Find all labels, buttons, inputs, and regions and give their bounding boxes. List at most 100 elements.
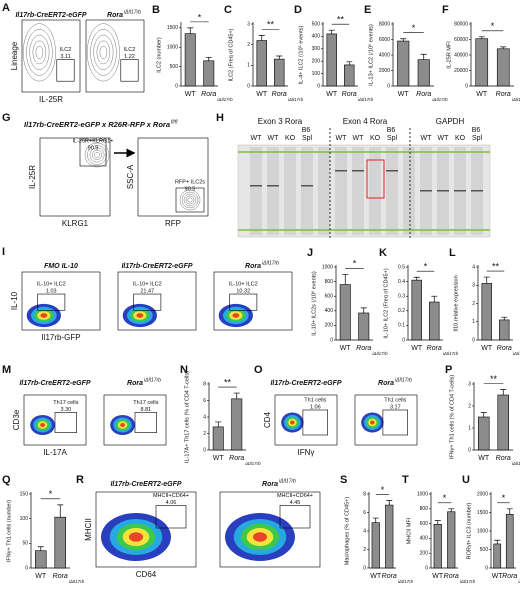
panel-letter: A bbox=[2, 2, 10, 14]
x-tick-label: WT bbox=[398, 91, 410, 98]
plot-title: Rora bbox=[127, 380, 143, 387]
y-axis-label: IFNγ+ Th1 cells (number) bbox=[6, 500, 12, 562]
dna-band bbox=[335, 170, 347, 172]
y-tick-label: 600 bbox=[420, 521, 429, 527]
gel-group-label: Exon 3 Rora bbox=[258, 117, 303, 126]
y-tick-label: 0 bbox=[472, 337, 475, 343]
y-tick-label: 0.5 bbox=[398, 264, 405, 270]
x-tick-label: Rora bbox=[427, 345, 442, 352]
lane bbox=[318, 147, 330, 235]
y-tick-label: 200 bbox=[312, 59, 321, 65]
error-bar bbox=[400, 38, 407, 42]
y-tick-label: 4 bbox=[203, 414, 206, 420]
panel-letter: B bbox=[152, 4, 160, 16]
lane bbox=[284, 147, 296, 235]
plot-title: FMO IL-10 bbox=[44, 263, 78, 270]
gate-name: MHCII+CD64+ bbox=[153, 493, 189, 499]
error-bar bbox=[431, 295, 438, 303]
bar bbox=[493, 543, 502, 569]
gate bbox=[56, 59, 75, 82]
x-tick-label: Rora bbox=[53, 573, 68, 580]
gel-lane-label: WT bbox=[353, 135, 365, 142]
lane bbox=[250, 147, 262, 235]
contour bbox=[32, 40, 47, 65]
y-tick-label: 2 bbox=[468, 403, 471, 409]
dna-band bbox=[437, 190, 449, 192]
x-axis-label: KLRG1 bbox=[62, 219, 89, 228]
gate-name: IL-25R+KLRG1+ bbox=[73, 138, 114, 144]
error-bar bbox=[276, 55, 283, 60]
plot-title: Rora bbox=[107, 12, 123, 19]
contour bbox=[99, 45, 108, 59]
category-superscript: iΔIl17rb bbox=[217, 97, 233, 102]
gate bbox=[79, 139, 107, 167]
lane bbox=[386, 147, 398, 235]
bar bbox=[475, 38, 489, 87]
bar bbox=[54, 516, 67, 569]
x-tick-label: WT bbox=[370, 573, 382, 580]
error-bar bbox=[501, 316, 508, 320]
gel-group-label: GAPDH bbox=[436, 117, 465, 126]
plot-frame bbox=[137, 137, 209, 217]
bar bbox=[481, 283, 492, 341]
x-tick-label: Rora bbox=[444, 573, 459, 580]
x-axis-label: IL-25R bbox=[39, 95, 63, 104]
x-axis-label: IFNγ bbox=[298, 448, 315, 457]
y-tick-label: 1 bbox=[468, 425, 471, 431]
contour bbox=[93, 34, 114, 70]
gate-name: ILC2 bbox=[124, 47, 136, 53]
y-tick-label: 600 bbox=[325, 294, 334, 300]
error-bar bbox=[215, 421, 222, 427]
bar bbox=[274, 58, 285, 87]
density bbox=[40, 423, 46, 427]
gate-value: 4.45 bbox=[290, 500, 301, 506]
x-tick-label: WT bbox=[481, 345, 493, 352]
x-tick-label: Rora bbox=[382, 573, 397, 580]
y-tick-label: 300 bbox=[312, 46, 321, 52]
y-tick-label: 80000 bbox=[454, 21, 468, 27]
category-superscript: iΔIl17rb bbox=[513, 351, 520, 356]
error-bar bbox=[372, 517, 379, 523]
y-axis-label: IL-17A+ Th17 cells (% of CD4 T-cells) bbox=[184, 371, 190, 463]
x-tick-label: Rora bbox=[502, 573, 517, 580]
dna-band bbox=[250, 185, 262, 187]
y-axis-label: IL-25R bbox=[28, 165, 37, 189]
significance-label: * bbox=[491, 21, 495, 31]
contour bbox=[87, 145, 107, 165]
gel-strain-label: B6 bbox=[387, 127, 396, 134]
y-tick-label: 3 bbox=[468, 381, 471, 387]
contour bbox=[181, 191, 199, 209]
y-tick-label: 1 bbox=[472, 319, 475, 325]
error-bar bbox=[187, 27, 194, 34]
gel-strain-label: B6 bbox=[472, 127, 481, 134]
gel-lane-label: KO bbox=[370, 135, 381, 142]
density bbox=[40, 313, 48, 318]
error-bar bbox=[37, 546, 44, 551]
panel-letter: Q bbox=[2, 474, 11, 486]
y-tick-label: 100 bbox=[312, 71, 321, 77]
bar bbox=[203, 60, 215, 87]
gate-value: 90.9 bbox=[88, 145, 99, 151]
gate-value: 8.81 bbox=[140, 407, 151, 413]
lane bbox=[352, 147, 364, 235]
x-tick-label: WT bbox=[340, 345, 352, 352]
gate-value: 3.17 bbox=[390, 404, 401, 410]
y-tick-label: 800 bbox=[420, 506, 429, 512]
y-tick-label: 3 bbox=[247, 21, 250, 27]
bar bbox=[358, 312, 370, 341]
gate bbox=[229, 293, 258, 311]
y-tick-label: 150 bbox=[20, 491, 29, 497]
y-tick-label: 0 bbox=[425, 565, 428, 571]
y-axis-label: ILC2 (number) bbox=[156, 37, 162, 73]
bar bbox=[184, 33, 196, 87]
gel-lane-label: WT bbox=[251, 135, 263, 142]
y-tick-label: 1000 bbox=[322, 264, 333, 270]
error-bar bbox=[434, 520, 441, 525]
panel-letter: R bbox=[76, 474, 84, 486]
error-bar bbox=[258, 35, 265, 41]
plot-title: Il17rb-CreERT2-eGFP bbox=[121, 263, 192, 270]
bar bbox=[344, 64, 355, 87]
gate-value: 3.30 bbox=[60, 407, 71, 413]
category-superscript: iΔIl17rb bbox=[245, 461, 261, 466]
